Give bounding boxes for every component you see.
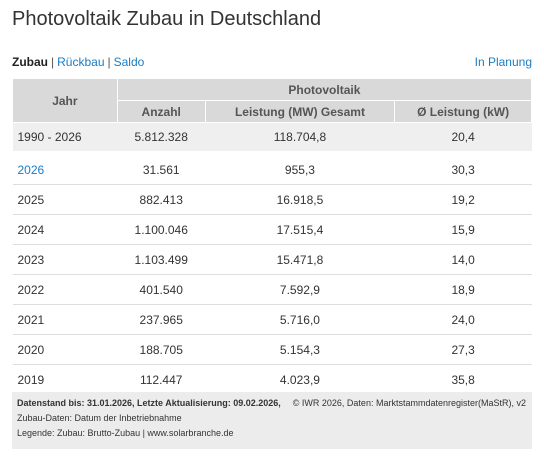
table-cell: 2022: [12, 274, 118, 305]
table-row: 2024 1.100.046 17.515,4 15,9: [12, 214, 532, 245]
table-cell: 17.515,4: [205, 214, 395, 245]
tab[interactable]: Saldo: [113, 55, 145, 69]
table-cell: 401.540: [117, 274, 206, 305]
table-cell: 18,9: [394, 274, 532, 305]
table-cell: 4.023,9: [205, 364, 395, 395]
group-header: Photovoltaik: [116, 78, 533, 101]
separator: |: [107, 55, 111, 69]
page-title: Photovoltaik Zubau in Deutschland: [12, 8, 322, 30]
table-cell: 2024: [12, 214, 118, 245]
table-cell: 237.965: [117, 304, 206, 335]
footer-source: © IWR 2026, Daten: Marktstammdatenregist…: [292, 398, 526, 408]
table-row: 2020 188.705 5.154,3 27,3: [12, 334, 532, 365]
table-cell: 5.716,0: [205, 304, 395, 335]
table-row: 2025 882.413 16.918,5 19,2: [12, 184, 532, 215]
column-header: Jahr: [12, 78, 118, 123]
table-row: 2021 237.965 5.716,0 24,0: [12, 304, 532, 335]
table-row: 2019 112.447 4.023,9 35,8: [12, 364, 532, 395]
table-cell: 27,3: [394, 334, 532, 365]
table-cell: 2021: [12, 304, 118, 335]
table-cell: 2023: [12, 244, 118, 275]
column-header: Ø Leistung (kW): [394, 100, 532, 123]
table-cell: 882.413: [117, 184, 206, 215]
table-cell: 118.704,8: [205, 122, 395, 155]
table-row: 2023 1.103.499 15.471,8 14,0: [12, 244, 532, 275]
tab-bar: Zubau | Rückbau | Saldo In Planung: [12, 55, 532, 69]
table-cell: 2019: [12, 364, 118, 395]
column-header: Anzahl: [116, 100, 206, 123]
footer-status: Datenstand bis: 31.01.2026, Letzte Aktua…: [17, 398, 281, 408]
table-cell: 1.103.499: [117, 244, 206, 275]
table-cell: 14,0: [394, 244, 532, 275]
table-row: 1990 - 2026 5.812.328 118.704,8 20,4: [12, 122, 532, 155]
table-cell: 30,3: [394, 153, 532, 185]
table-cell: 188.705: [117, 334, 206, 365]
table-cell: 955,3: [205, 153, 395, 185]
tab[interactable]: Zubau: [12, 55, 48, 69]
tab[interactable]: Rückbau: [57, 55, 105, 69]
footer-note: Zubau-Daten: Datum der Inbetriebnahme: [17, 413, 182, 423]
table-cell: 31.561: [117, 153, 206, 185]
table-cell: 1.100.046: [117, 214, 206, 245]
data-table: Jahr Photovoltaik Anzahl Leistung (MW) Ges…: [12, 78, 533, 395]
table-body: 1990 - 2026 5.812.328 118.704,8 20,4 2026 31.…: [12, 122, 532, 395]
table-cell: 16.918,5: [205, 184, 395, 215]
table-cell[interactable]: 2026: [12, 153, 118, 185]
table-cell: 5.154,3: [205, 334, 395, 365]
table-row: 2026 31.561 955,3 30,3: [12, 153, 532, 185]
table-cell: 15,9: [394, 214, 532, 245]
table-cell: 20,4: [394, 122, 532, 155]
table-cell: 112.447: [117, 364, 206, 395]
table-cell: 7.592,9: [205, 274, 395, 305]
table-cell: 19,2: [394, 184, 532, 215]
column-header: Leistung (MW) Gesamt: [204, 100, 396, 123]
table-cell: 2020: [12, 334, 118, 365]
table-cell: 35,8: [394, 364, 532, 395]
table-cell: 5.812.328: [117, 122, 206, 155]
table-cell: 1990 - 2026: [12, 122, 118, 155]
tab-link[interactable]: In Planung: [474, 55, 532, 69]
separator: |: [51, 55, 55, 69]
footer-note: Legende: Zubau: Brutto-Zubau | www.solar…: [17, 428, 234, 438]
table-cell: 15.471,8: [205, 244, 395, 275]
table-cell: 24,0: [394, 304, 532, 335]
table-row: 2022 401.540 7.592,9 18,9: [12, 274, 532, 305]
table-cell: 2025: [12, 184, 118, 215]
footer: Datenstand bis: 31.01.2026, Letzte Aktua…: [12, 392, 532, 449]
